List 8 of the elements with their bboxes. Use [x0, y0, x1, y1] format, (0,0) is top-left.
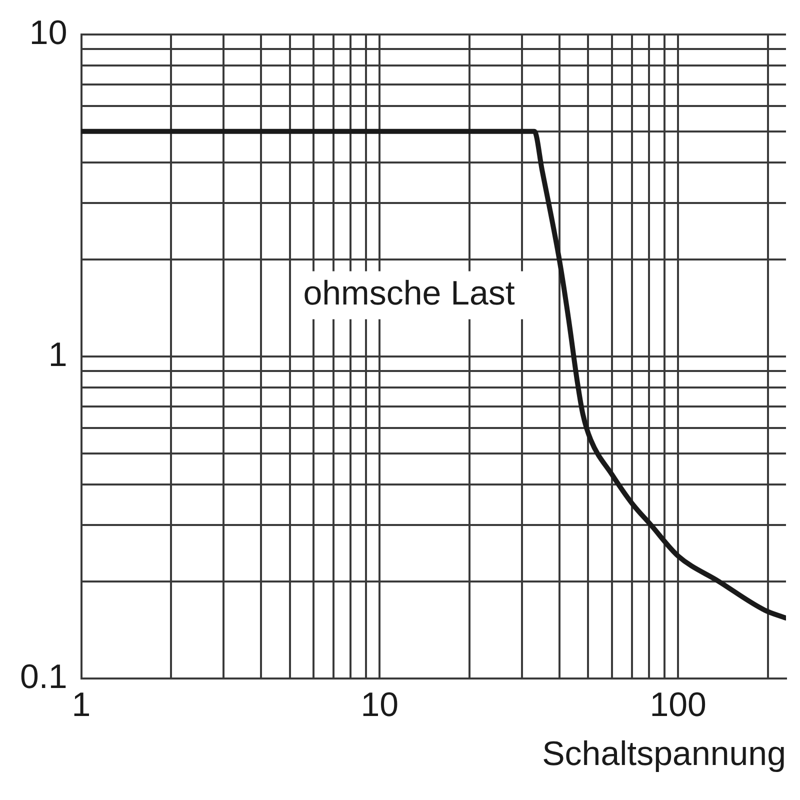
y-tick-label: 1	[48, 336, 68, 374]
x-tick-label: 10	[360, 686, 399, 724]
x-axis-title: Schaltspannung	[542, 734, 786, 773]
y-tick-label: 0.1	[20, 658, 68, 696]
x-tick-label: 100	[650, 686, 706, 724]
x-tick-label: 1	[72, 686, 91, 724]
series-label: ohmsche Last	[303, 274, 516, 313]
y-tick-label: 10	[29, 14, 68, 52]
